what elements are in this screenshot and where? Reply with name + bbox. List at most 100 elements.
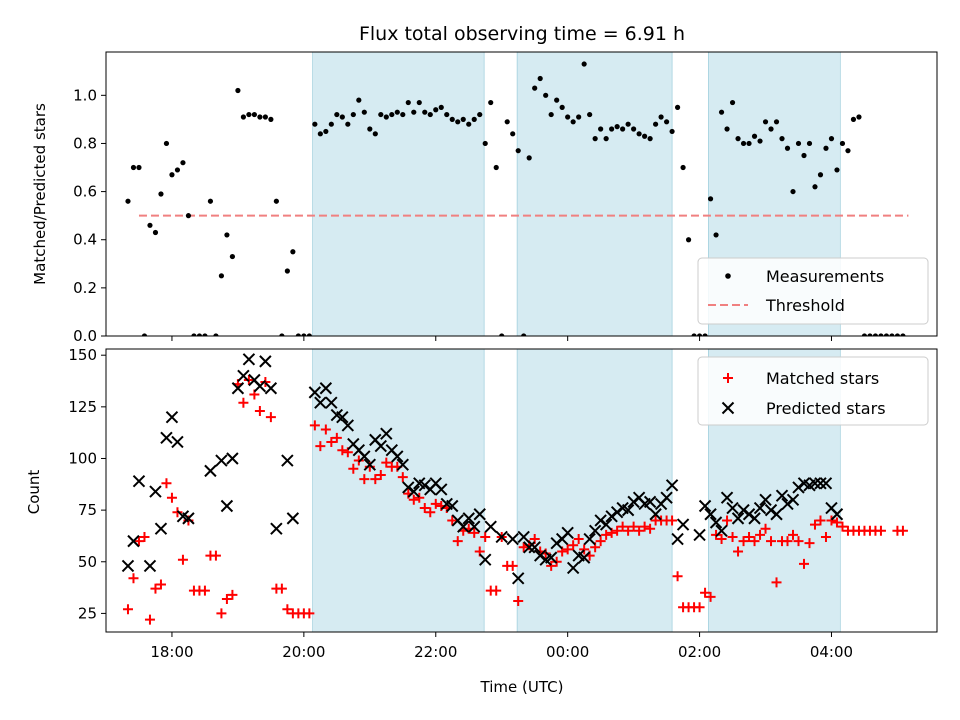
measurement-point (158, 191, 164, 197)
measurement-point (620, 126, 626, 132)
measurement-point (152, 229, 159, 236)
predicted-star-point (253, 379, 267, 393)
predicted-star-point (599, 518, 613, 531)
measurement-point (125, 198, 131, 204)
matched-star-point (469, 527, 480, 538)
predicted-star-point (374, 439, 388, 453)
measurement-point (729, 99, 736, 106)
matched-star-point (771, 577, 782, 588)
measurement-point (218, 273, 225, 279)
matched-star-point (381, 457, 392, 468)
predicted-star-point (325, 396, 338, 409)
measurement-point (295, 333, 301, 336)
predicted-star-point (517, 530, 530, 544)
measurement-point (378, 111, 384, 118)
measurement-point (669, 128, 675, 135)
predicted-star-point (314, 396, 327, 409)
matched-star-point (617, 521, 628, 532)
matched-star-point (507, 560, 518, 571)
measurement-point (691, 333, 697, 336)
measurement-point (268, 116, 274, 122)
matched-star-point (227, 589, 238, 600)
predicted-star-point (462, 512, 475, 525)
predicted-star-point (676, 518, 690, 531)
measurement-point (438, 104, 444, 110)
matched-star-point (122, 604, 133, 615)
predicted-star-point (561, 526, 574, 540)
matched-star-point (573, 534, 584, 545)
measurement-point (334, 111, 340, 118)
matched-star-point (612, 525, 623, 536)
matched-star-point (798, 558, 809, 569)
x-tick-label: 04:00 (810, 643, 853, 661)
measurement-point (229, 253, 236, 260)
matched-star-point (144, 614, 155, 625)
matched-star-point (788, 529, 799, 540)
measurement-point (609, 126, 615, 132)
bottom-y-tick-label: 150 (68, 346, 97, 364)
measurement-point (856, 114, 862, 120)
measurement-point (636, 131, 642, 137)
matched-star-point (265, 412, 276, 423)
measurement-point (471, 116, 477, 122)
measurement-point (356, 97, 362, 103)
matched-star-point (276, 583, 287, 594)
measurement-point (548, 111, 554, 118)
measurement-point (180, 160, 186, 166)
predicted-star-point (396, 458, 409, 471)
measurement-point (273, 198, 279, 204)
matched-star-point (623, 525, 634, 536)
matched-star-point (425, 507, 436, 518)
matched-star-point (727, 531, 738, 542)
measurement-point (883, 333, 890, 336)
matched-star-point (216, 608, 227, 619)
measurement-point (240, 114, 247, 120)
measurement-point (488, 99, 494, 106)
measurement-point (444, 111, 450, 118)
predicted-star-point (808, 477, 822, 490)
predicted-star-point (715, 524, 728, 537)
measurement-point (147, 222, 153, 228)
measurement-point (394, 109, 400, 115)
measurement-point (317, 131, 323, 137)
matched-star-point (199, 585, 210, 596)
measurement-point (845, 148, 851, 154)
top-y-tick-label: 0.8 (73, 134, 97, 152)
predicted-star-point (495, 530, 508, 544)
predicted-star-point (121, 559, 135, 573)
measurement-point (784, 145, 791, 151)
predicted-star-point (506, 532, 519, 546)
measurement-point (312, 121, 318, 127)
measurement-point (839, 140, 846, 147)
measurement-point (812, 184, 818, 190)
predicted-star-point (770, 508, 783, 521)
top-y-axis-label: Matched/Predicted stars (31, 103, 49, 285)
legend-predicted-marker (721, 401, 735, 415)
x-tick-label: 02:00 (678, 643, 721, 661)
predicted-star-point (319, 382, 333, 395)
measurement-point (642, 133, 648, 139)
measurement-point (477, 111, 483, 118)
measurement-point (740, 140, 747, 147)
matched-star-point (221, 593, 232, 604)
predicted-star-point (753, 501, 767, 515)
matched-star-point (315, 441, 326, 452)
matched-star-point (359, 474, 370, 485)
measurement-point (603, 136, 609, 142)
matched-star-point (397, 472, 408, 483)
measurement-point (262, 114, 268, 120)
legend-threshold-label: Threshold (765, 296, 845, 315)
measurement-point (625, 121, 631, 127)
legend-measurements-label: Measurements (766, 267, 884, 286)
matched-star-point (595, 536, 606, 547)
measurement-point (416, 99, 422, 106)
predicted-star-point (242, 353, 256, 366)
predicted-star-point (671, 532, 684, 546)
measurement-point (674, 104, 681, 110)
predicted-star-point (660, 491, 673, 504)
top-y-tick-label: 1.0 (73, 86, 97, 104)
matched-star-point (820, 531, 831, 542)
predicted-star-point (336, 410, 349, 424)
predicted-star-point (698, 499, 712, 513)
predicted-star-point (583, 532, 596, 546)
